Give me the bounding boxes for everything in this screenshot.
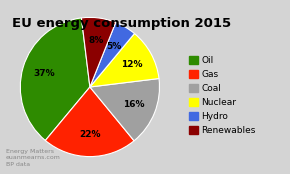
Text: 8%: 8%: [88, 35, 104, 45]
Wedge shape: [90, 78, 160, 141]
Wedge shape: [81, 17, 116, 87]
Text: Energy Matters
euanmearns.com
BP data: Energy Matters euanmearns.com BP data: [6, 149, 61, 167]
Text: 16%: 16%: [123, 100, 145, 109]
Text: EU energy consumption 2015: EU energy consumption 2015: [12, 17, 231, 30]
Text: 37%: 37%: [34, 69, 55, 78]
Wedge shape: [90, 22, 135, 87]
Text: 22%: 22%: [79, 130, 100, 139]
Text: 5%: 5%: [106, 42, 122, 51]
Wedge shape: [45, 87, 134, 157]
Wedge shape: [90, 34, 159, 87]
Wedge shape: [20, 18, 90, 140]
Legend: Oil, Gas, Coal, Nuclear, Hydro, Renewables: Oil, Gas, Coal, Nuclear, Hydro, Renewabl…: [187, 54, 258, 137]
Text: 12%: 12%: [121, 60, 142, 69]
